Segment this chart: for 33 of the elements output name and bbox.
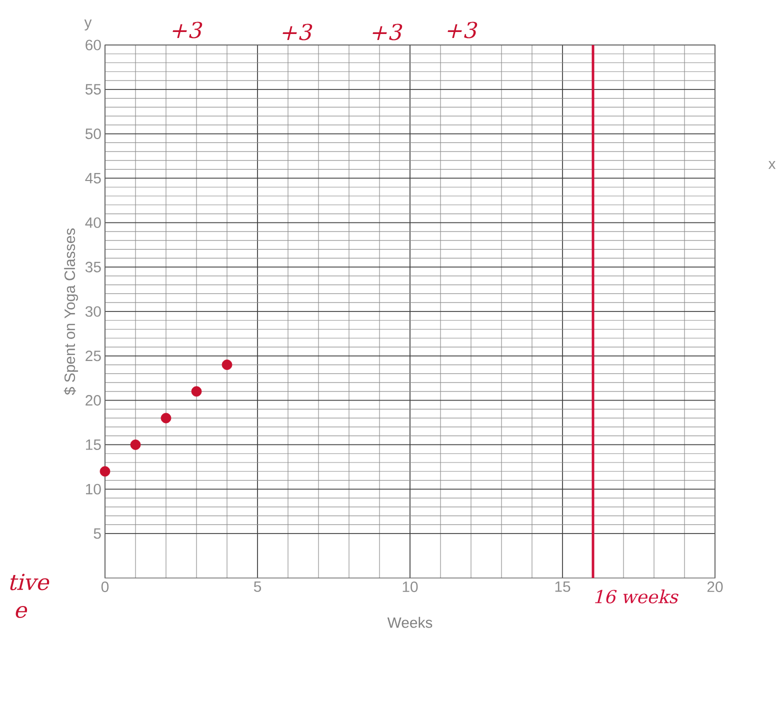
text: y	[84, 19, 92, 30]
x-tick-label: 20	[707, 582, 723, 592]
text: +3	[282, 24, 312, 40]
y-tick-label: 35	[85, 262, 101, 272]
y-tick-label: 30	[85, 306, 101, 317]
text: +3	[172, 22, 202, 38]
point	[100, 466, 110, 477]
point	[160, 412, 172, 424]
text: +3	[448, 22, 478, 38]
text: +3	[372, 24, 402, 40]
x-axis-title: Weeks	[387, 616, 432, 628]
x-tick-label: 0	[101, 582, 109, 592]
y-tick-label: 60	[86, 40, 101, 50]
x-tick-label: 5	[254, 582, 262, 592]
y-axis-title: $ Spent on Yoga Classes	[64, 228, 78, 395]
text: x	[768, 161, 776, 169]
point	[222, 360, 232, 370]
y-tick-label: 25	[86, 350, 101, 362]
y-tick-label: 40	[85, 217, 101, 228]
y-tick-label: 10	[86, 484, 101, 494]
y-tick-label: 5	[94, 528, 101, 539]
y-tick-label: 55	[85, 84, 101, 95]
y-tick-label: 15	[86, 440, 101, 450]
x-tick-label: 10	[402, 582, 418, 592]
y-tick-label: 50	[85, 128, 101, 140]
point	[130, 440, 141, 450]
text: tive	[10, 574, 50, 590]
point	[191, 386, 202, 397]
x-tick-label: 15	[555, 582, 570, 592]
y-tick-label: 45	[85, 173, 101, 184]
y-tick-label: 20	[86, 395, 101, 406]
text: e	[16, 606, 28, 618]
ref-line-label: 16 weeks	[595, 590, 678, 604]
